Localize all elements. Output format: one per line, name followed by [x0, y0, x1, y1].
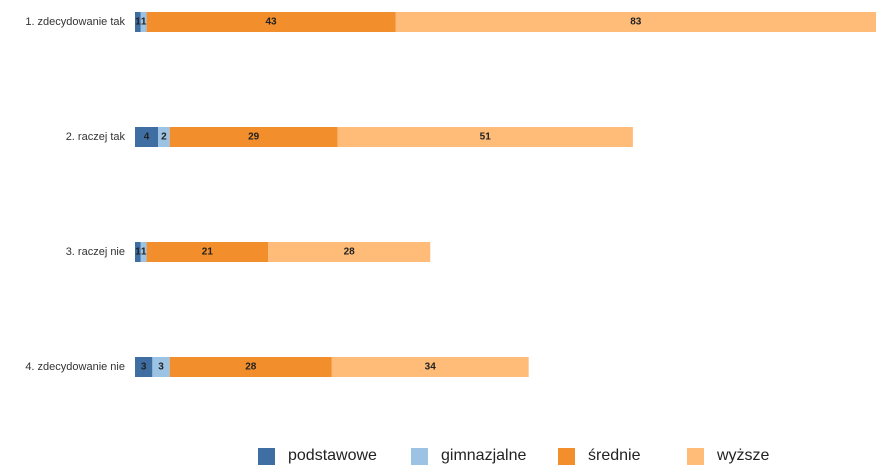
- bar-segment: [135, 12, 141, 32]
- legend: podstawowe gimnazjalne średnie wyższe: [0, 446, 878, 466]
- bar-segment: [140, 242, 147, 262]
- category-label: 4. zdecydowanie nie: [25, 361, 125, 373]
- legend-label: podstawowe: [288, 447, 377, 464]
- bar-segment: [140, 12, 147, 32]
- data-label: 2: [161, 132, 167, 143]
- bar-segment: [268, 242, 431, 262]
- legend-label: gimnazjalne: [441, 447, 527, 464]
- data-label: 1: [141, 247, 147, 258]
- legend-swatch: [687, 447, 704, 465]
- bar-segment: [152, 357, 170, 377]
- legend-swatch: [411, 447, 428, 465]
- category-label: 3. raczej nie: [66, 246, 125, 258]
- bar-segment: [135, 242, 141, 262]
- data-label: 28: [344, 247, 356, 258]
- data-label: 3: [158, 362, 164, 373]
- data-label: 51: [480, 132, 492, 143]
- legend-label: średnie: [588, 447, 641, 464]
- bar-segment: [158, 127, 170, 147]
- legend-label: wyższe: [717, 447, 770, 464]
- legend-item: podstawowe: [258, 446, 377, 466]
- data-label: 3: [141, 362, 147, 373]
- category-label: 2. raczej tak: [66, 131, 126, 143]
- bar-segment: [146, 12, 396, 32]
- bar-segment: [135, 357, 153, 377]
- legend-item: wyższe: [687, 446, 769, 466]
- data-label: 1: [135, 247, 141, 258]
- legend-item: średnie: [558, 446, 640, 466]
- data-label: 28: [245, 362, 257, 373]
- data-label: 1: [135, 17, 141, 28]
- data-label: 43: [265, 17, 277, 28]
- data-label: 29: [248, 132, 260, 143]
- data-label: 83: [630, 17, 642, 28]
- bar-segment: [337, 127, 633, 147]
- bar-segment: [169, 357, 332, 377]
- bar-segment: [395, 12, 876, 32]
- bar-segment: [169, 127, 338, 147]
- data-label: 1: [141, 17, 147, 28]
- legend-swatch: [258, 447, 275, 465]
- data-label: 4: [144, 132, 150, 143]
- category-label: 1. zdecydowanie tak: [25, 16, 125, 28]
- bar-segment: [146, 242, 269, 262]
- legend-item: gimnazjalne: [411, 446, 526, 466]
- legend-swatch: [558, 447, 575, 465]
- data-label: 34: [425, 362, 437, 373]
- bar-segment: [135, 127, 159, 147]
- bar-segment: [331, 357, 529, 377]
- stacked-bar-chart: 1. zdecydowanie tak 1 1 43 832. raczej tak 4 2…: [25, 12, 876, 377]
- data-label: 21: [202, 247, 214, 258]
